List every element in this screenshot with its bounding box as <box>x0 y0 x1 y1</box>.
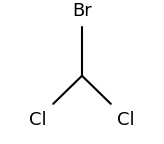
Text: Br: Br <box>72 2 92 20</box>
Text: Cl: Cl <box>117 111 135 129</box>
Text: Cl: Cl <box>29 111 47 129</box>
